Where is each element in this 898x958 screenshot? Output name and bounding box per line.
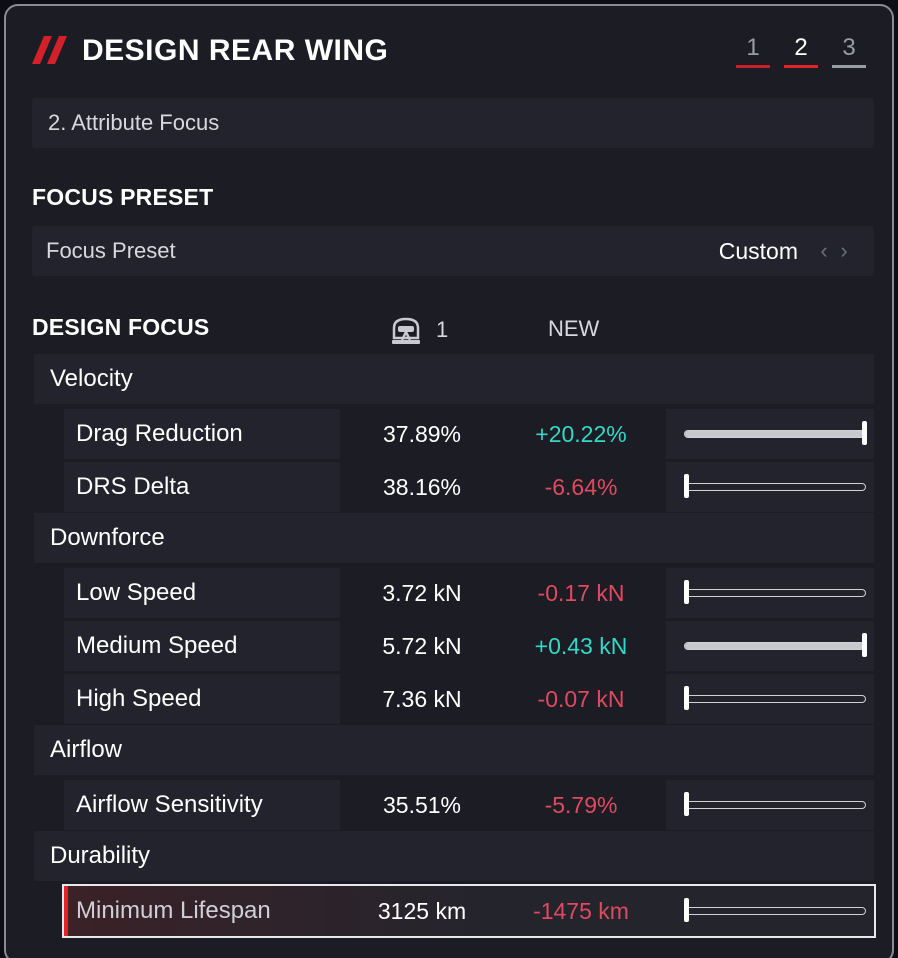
step-2-tab[interactable]: 2 <box>784 34 818 68</box>
slash-logo-icon <box>32 36 67 64</box>
attribute-new-delta: -0.17 kN <box>537 579 625 606</box>
attribute-row[interactable]: Medium Speed 5.72 kN +0.43 kN <box>64 621 874 671</box>
focus-slider[interactable] <box>666 780 874 830</box>
attribute-name: DRS Delta <box>64 462 340 512</box>
slider-fill <box>685 643 865 649</box>
focus-slider[interactable] <box>666 621 874 671</box>
slider-track[interactable] <box>684 483 866 491</box>
attribute-new-delta: +20.22% <box>535 420 627 447</box>
panel-header: DESIGN REAR WING 1 2 3 <box>6 6 892 92</box>
attribute-name: Low Speed <box>64 568 340 618</box>
step-3-tab[interactable]: 3 <box>832 34 866 68</box>
attribute-name: Airflow Sensitivity <box>64 780 340 830</box>
focus-slider[interactable] <box>666 568 874 618</box>
attribute-row[interactable]: Low Speed 3.72 kN -0.17 kN <box>64 568 874 618</box>
attribute-row[interactable]: Drag Reduction 37.89% +20.22% <box>64 409 874 459</box>
attribute-name: Minimum Lifespan <box>76 897 271 924</box>
step-subtitle-bar: 2. Attribute Focus <box>32 98 874 148</box>
attribute-current-value: 3.72 kN <box>382 579 462 606</box>
focus-preset-value: Custom <box>718 237 798 264</box>
group-label: Airflow <box>50 736 123 763</box>
attribute-row[interactable]: DRS Delta 38.16% -6.64% <box>64 462 874 512</box>
group-label: Durability <box>50 842 151 869</box>
attribute-row[interactable]: Airflow Sensitivity 35.51% -5.79% <box>64 780 874 830</box>
design-panel: DESIGN REAR WING 1 2 3 2. Attribute Focu… <box>4 4 894 958</box>
slider-track[interactable] <box>684 801 866 809</box>
attribute-row[interactable]: Minimum Lifespan 3125 km -1475 km <box>62 884 876 938</box>
design-focus-heading: DESIGN FOCUS <box>32 314 210 340</box>
attribute-name: Drag Reduction <box>64 409 340 459</box>
page-title: DESIGN REAR WING <box>82 34 389 67</box>
slider-track[interactable] <box>684 695 866 703</box>
focus-slider[interactable] <box>666 674 874 724</box>
attribute-new-delta: -1475 km <box>533 897 629 924</box>
chevron-left-icon[interactable]: ‹ <box>820 238 828 263</box>
driver-helmet-icon <box>392 317 420 344</box>
focus-preset-selector[interactable]: Focus Preset Custom ‹ › <box>32 226 874 276</box>
attribute-current-value: 7.36 kN <box>382 685 462 712</box>
group-label: Downforce <box>50 524 165 551</box>
slider-handle[interactable] <box>684 474 689 498</box>
slider-handle[interactable] <box>862 633 867 657</box>
driver-column-header: 1 <box>390 316 448 346</box>
attribute-current-value: 5.72 kN <box>382 632 462 659</box>
attribute-name: High Speed <box>64 674 340 724</box>
slider-track[interactable] <box>684 589 866 597</box>
focus-slider[interactable] <box>666 462 874 512</box>
slider-handle[interactable] <box>684 580 689 604</box>
group-header: Velocity <box>34 354 874 404</box>
slider-track[interactable] <box>684 430 866 438</box>
step-indicator: 1 2 3 <box>736 34 866 68</box>
attribute-current-value: 3125 km <box>377 897 467 924</box>
step-subtitle: 2. Attribute Focus <box>48 110 220 135</box>
slider-handle[interactable] <box>684 792 689 816</box>
focus-preset-label: Focus Preset <box>46 238 176 263</box>
group-header: Airflow <box>34 725 874 775</box>
attribute-current-value: 35.51% <box>382 791 461 818</box>
new-column-header: NEW <box>548 316 600 341</box>
slider-track[interactable] <box>684 907 866 915</box>
step-1-tab[interactable]: 1 <box>736 34 770 68</box>
attribute-current-value: 37.89% <box>382 420 461 447</box>
group-header: Downforce <box>34 513 874 563</box>
attribute-new-delta: -6.64% <box>544 473 618 500</box>
group-header: Durability <box>34 831 874 881</box>
slider-fill <box>685 431 865 437</box>
focus-slider[interactable] <box>666 409 874 459</box>
focus-preset-heading: FOCUS PRESET <box>32 184 214 210</box>
attribute-row[interactable]: High Speed 7.36 kN -0.07 kN <box>64 674 874 724</box>
slider-track[interactable] <box>684 642 866 650</box>
slider-handle[interactable] <box>684 898 689 922</box>
focus-slider[interactable] <box>666 886 874 936</box>
attribute-current-value: 38.16% <box>382 473 461 500</box>
attribute-new-delta: +0.43 kN <box>534 632 628 659</box>
driver-column-label: 1 <box>436 316 449 342</box>
attribute-new-delta: -5.79% <box>544 791 618 818</box>
attribute-name: Medium Speed <box>64 621 340 671</box>
selection-marker <box>64 886 68 936</box>
attribute-new-delta: -0.07 kN <box>537 685 625 712</box>
chevron-right-icon[interactable]: › <box>840 238 848 263</box>
slider-handle[interactable] <box>862 421 867 445</box>
slider-handle[interactable] <box>684 686 689 710</box>
group-label: Velocity <box>50 365 133 392</box>
